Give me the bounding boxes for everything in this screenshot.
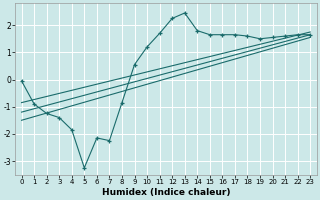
X-axis label: Humidex (Indice chaleur): Humidex (Indice chaleur) [102, 188, 230, 197]
